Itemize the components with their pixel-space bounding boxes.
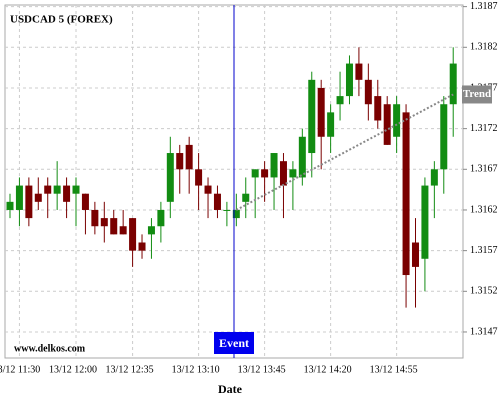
candle-body (430, 169, 438, 186)
y-tick-label: 1.3147 (470, 326, 498, 337)
candle-body (317, 87, 325, 137)
candle-body (336, 96, 344, 105)
candle-body (449, 63, 457, 105)
candle-body (298, 136, 306, 178)
x-tick-label: 13/12 13:10 (172, 364, 220, 375)
event-box (214, 332, 254, 354)
trend-label: Trend (463, 88, 491, 100)
candle-body (232, 209, 240, 219)
candle-body (374, 96, 382, 121)
y-tick-label: 1.3182 (470, 42, 498, 53)
candle-body (213, 193, 221, 210)
candle-body (345, 63, 353, 97)
y-tick-label: 1.3157 (470, 245, 498, 256)
x-tick-label: 13/12 13:45 (238, 364, 286, 375)
watermark: www.delkos.com (14, 343, 86, 354)
candle-body (119, 226, 127, 235)
candle-body (393, 104, 401, 137)
candle-body (100, 218, 108, 227)
x-tick-label: 13/12 12:35 (106, 364, 154, 375)
candle-body (308, 79, 316, 154)
trend-label-box (462, 85, 492, 104)
candle-body (355, 63, 363, 80)
candle-body (185, 144, 193, 170)
candle-body (327, 112, 335, 137)
candle-body (289, 169, 297, 178)
trend-line (235, 93, 454, 211)
event-label: Event (219, 336, 249, 350)
candle-body (270, 153, 278, 178)
y-tick-label: 1.3152 (470, 286, 498, 297)
candle-body (91, 209, 99, 227)
candle-body (383, 104, 391, 145)
candle-body (440, 104, 448, 170)
candle-body (6, 201, 14, 210)
candle-body (261, 169, 269, 178)
x-axis-label: Date (218, 382, 243, 396)
x-tick-label: 13/12 14:20 (304, 364, 352, 375)
y-tick-label: 1.3172 (470, 123, 498, 134)
candle-body (25, 185, 33, 219)
candle-body (204, 185, 212, 194)
candle-body (279, 161, 287, 186)
candle-body (63, 185, 71, 202)
y-tick-label: 1.3187 (470, 1, 498, 12)
candle-body (81, 193, 89, 210)
candle-body (195, 169, 203, 186)
chart-title: USDCAD 5 (FOREX) (10, 14, 113, 26)
y-tick-label: 1.3167 (470, 164, 498, 175)
candle-body (110, 218, 118, 235)
candle-body (147, 226, 155, 235)
marks (6, 47, 457, 308)
candle-body (129, 218, 137, 251)
candle-body (364, 79, 372, 105)
candle-body (176, 153, 184, 170)
candle-body (421, 185, 429, 259)
candle-body (411, 242, 419, 267)
candle-body (34, 193, 42, 202)
candle-body (157, 209, 165, 227)
x-tick-label: 13/12 12:00 (49, 364, 97, 375)
candle-body (166, 153, 174, 202)
candle-body (72, 185, 80, 194)
x-tick-label: 13/12 11:30 (0, 364, 40, 375)
candle-body (402, 112, 410, 276)
x-tick-label: 13/12 14:55 (370, 364, 418, 375)
candle-body (242, 193, 250, 202)
y-tick-label: 1.3162 (470, 204, 498, 215)
candle-body (138, 242, 146, 251)
candle-body (251, 169, 259, 178)
candle-body (53, 185, 61, 194)
candle-body (223, 209, 231, 211)
candle-body (44, 185, 52, 194)
candle-body (15, 185, 23, 210)
